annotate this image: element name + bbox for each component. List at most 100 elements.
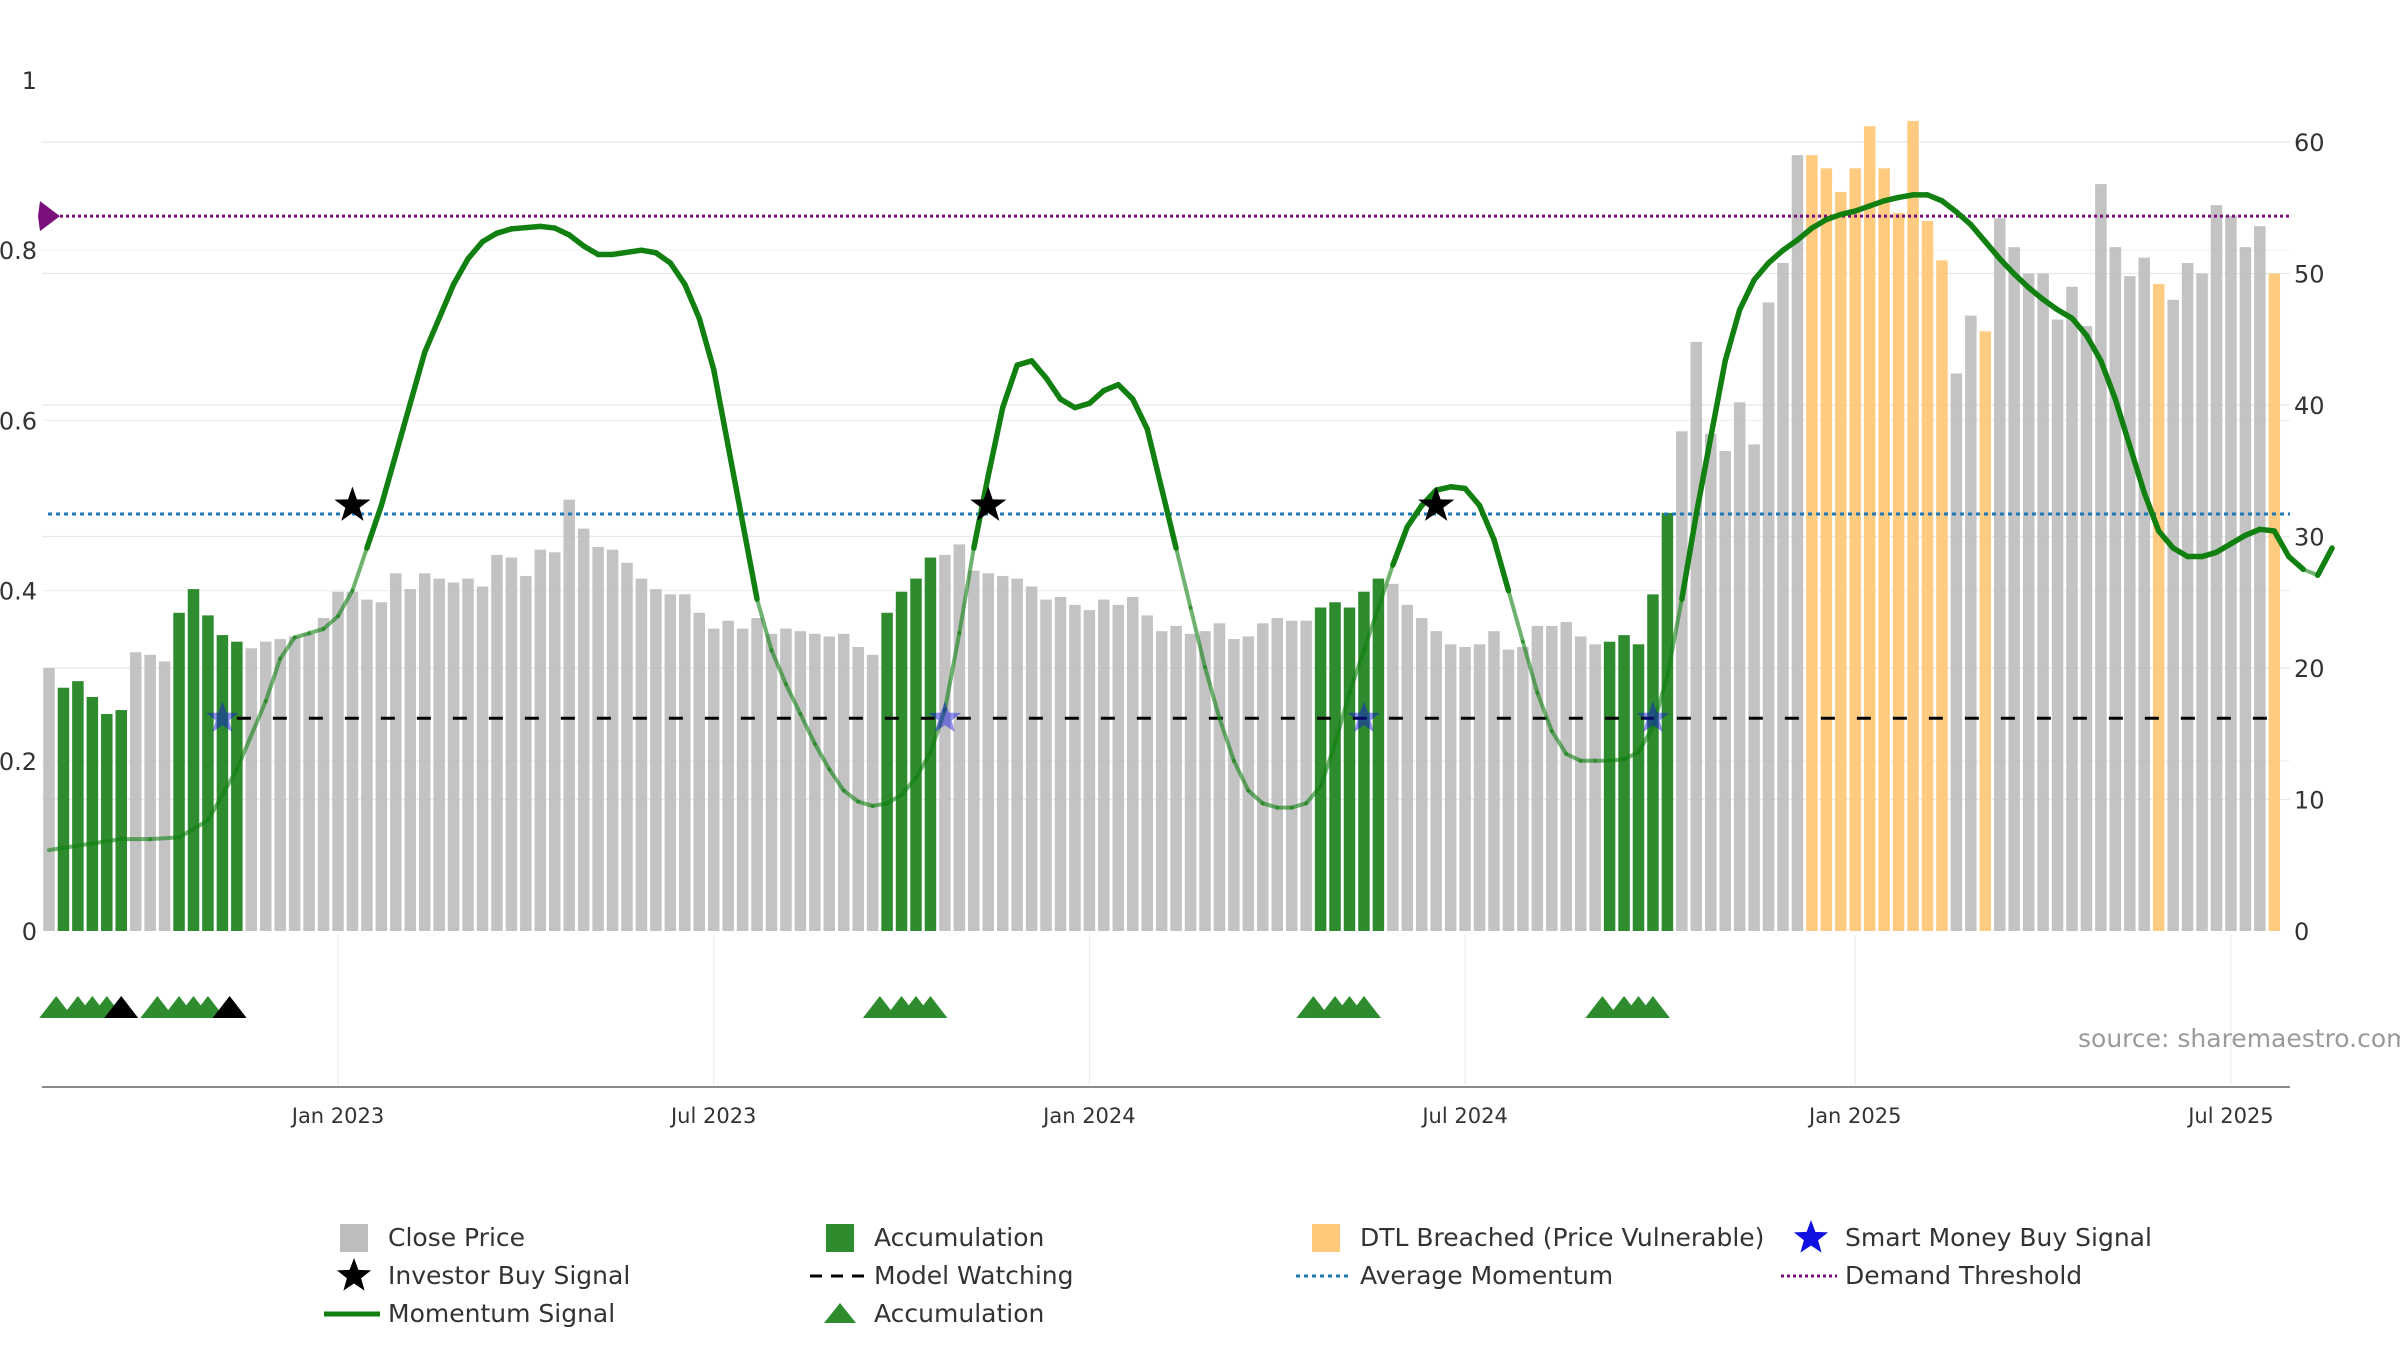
close-price-bar [2210,205,2223,931]
close-price-bar [505,557,518,931]
accumulation-bar [202,615,214,931]
close-price-bar [2080,326,2093,932]
momentum-line-segment [1780,237,1801,253]
momentum-line-segment [827,767,846,793]
close-price-bar [1546,625,1558,931]
dtl-breached-bar [1820,168,1833,932]
momentum-line-segment [1765,247,1786,266]
momentum-line-segment [393,400,413,458]
close-price-bar [693,612,705,931]
close-price-bar [2008,247,2020,931]
close-price-bar [1994,218,2006,931]
momentum-line-segment [1564,751,1583,763]
close-price-bar [1199,631,1211,931]
close-price-bar [462,578,474,931]
accumulation-bar [1372,578,1385,931]
investor-buy-star-icon [970,486,1007,521]
close-price-bar [2225,215,2237,931]
close-price-bar [1416,618,1428,931]
accumulation-triangle-icon [1346,996,1381,1018]
momentum-line-segment [1203,665,1222,721]
close-price-bar [1791,155,1804,931]
legend-item: Accumulation [806,1295,1044,1331]
momentum-line-segment [1246,788,1265,806]
momentum-line-segment [1982,238,2003,262]
accumulation-triangle-black-icon [212,996,247,1018]
close-price-bar [317,618,330,931]
legend-label: Model Watching [874,1260,1074,1290]
close-price-bar [563,499,575,931]
close-price-bar [549,552,561,931]
x-tick-label: Jan 2024 [1041,1104,1136,1128]
close-price-bar [1401,604,1414,931]
momentum-line-segment [609,247,645,258]
close-price-bar [635,578,648,931]
momentum-line-segment [682,281,702,322]
momentum-line-segment [769,648,788,687]
momentum-line-segment [2011,271,2032,291]
momentum-line-segment [1476,502,1497,543]
close-price-bar [375,602,388,931]
legend-item: Average Momentum [1292,1257,1613,1293]
momentum-line-segment [2098,358,2119,402]
momentum-line-segment [1794,225,1815,243]
smart-money-star-icon [928,701,962,732]
momentum-line-segment [885,792,904,806]
momentum-line-segment [1144,426,1165,492]
close-price-bar [1762,302,1775,931]
close-price-bar [1285,620,1298,931]
close-price-bar [2124,276,2136,931]
momentum-line-segment [1953,209,1974,228]
x-tick-label: Jul 2025 [2186,1104,2273,1128]
right-tick-label: 30 [2294,524,2325,552]
close-price-bar [1083,610,1096,931]
close-price-bar [1387,583,1399,931]
dtl-breached-bar [1907,120,1919,931]
momentum-line-segment [321,614,340,631]
close-price-bar [2037,273,2049,931]
momentum-line-segment [465,238,486,262]
momentum-line-segment [1607,757,1627,763]
close-price-bar [1184,633,1197,931]
momentum-line-segment [1347,648,1366,695]
left-tick-label: 0.4 [0,578,37,606]
close-price-bar [1705,433,1717,931]
close-price-bar [621,562,633,931]
momentum-line-segment [2141,489,2162,534]
close-price-bar [1054,596,1067,931]
close-price-bar [2109,247,2122,931]
close-price-bar [2181,262,2194,932]
close-price-bar [2196,273,2208,931]
close-price-bar [346,591,359,931]
close-price-bar [260,641,272,931]
accumulation-bar [924,557,937,931]
accumulation-bar [895,591,908,931]
close-price-bar [939,554,951,931]
momentum-line-segment [1736,277,1757,313]
momentum-line-segment [985,404,1006,479]
momentum-line-segment [1043,375,1064,402]
legend-label: Accumulation [874,1298,1045,1328]
momentum-line-segment [1939,198,1960,215]
close-price-bar [2138,257,2150,932]
momentum-line-segment [2040,296,2061,313]
close-price-bar [866,654,879,931]
accumulation-bar [72,681,84,931]
close-price-bar [1950,373,1963,931]
accumulation-bar [187,589,200,931]
momentum-line-segment [479,230,500,245]
momentum-line-segment [1086,387,1107,407]
momentum-line-segment [2213,541,2234,556]
close-price-bar [129,652,142,931]
close-price-bar [1574,636,1587,931]
momentum-line-segment [899,775,918,797]
legend-item: Momentum Signal [320,1295,615,1331]
legend-item: Model Watching [806,1257,1074,1293]
momentum-line-segment [1751,260,1772,283]
close-price-bar [2167,299,2179,931]
close-price-bar [679,594,691,931]
close-price-bar [1676,431,1688,931]
momentum-line-segment [1622,750,1641,762]
dtl-breached-bar [2268,273,2281,931]
close-price-bar [707,628,720,931]
